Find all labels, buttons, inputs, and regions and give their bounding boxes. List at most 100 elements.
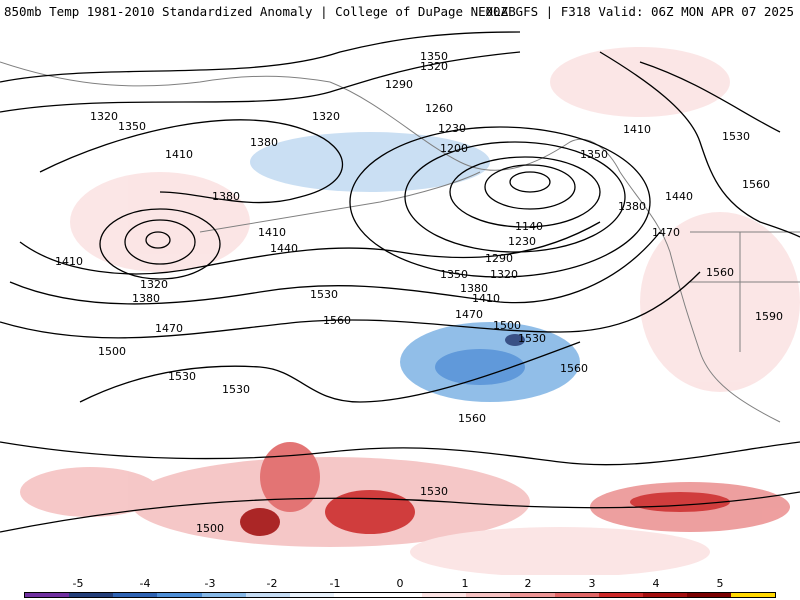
contour-label: 1350 bbox=[420, 50, 448, 63]
colorbar-swatch bbox=[201, 593, 246, 597]
contour-label: 1290 bbox=[485, 252, 513, 265]
contour-label: 1560 bbox=[323, 314, 351, 327]
colorbar-tick-label: 3 bbox=[588, 577, 596, 590]
contour-label: 1500 bbox=[493, 319, 521, 332]
contour-label: 1530 bbox=[310, 288, 338, 301]
cold-anomaly-core bbox=[435, 349, 525, 385]
colorbar-swatch bbox=[333, 593, 378, 597]
colorbar-swatch bbox=[25, 593, 70, 597]
contour-label: 1530 bbox=[222, 383, 250, 396]
contour-label: 1530 bbox=[722, 130, 750, 143]
contour-label: 1350 bbox=[440, 268, 468, 281]
height-contours bbox=[0, 31, 800, 533]
contour-labels: 1350 1320 1290 1260 1230 1200 1140 1230 … bbox=[55, 50, 783, 535]
colorbar-strip bbox=[24, 592, 776, 598]
valid-time: 00Z GFS | F318 Valid: 06Z MON APR 07 202… bbox=[485, 4, 794, 19]
product-title: 850mb Temp 1981-2010 Standardized Anomal… bbox=[4, 4, 516, 19]
contour-label: 1200 bbox=[440, 142, 468, 155]
warm-anomaly-tropics-core-1 bbox=[260, 442, 320, 512]
contour-label: 1410 bbox=[55, 255, 83, 268]
contour-label: 1230 bbox=[508, 235, 536, 248]
contour-label: 1320 bbox=[140, 278, 168, 291]
contour-label: 1470 bbox=[155, 322, 183, 335]
contour-label: 1500 bbox=[196, 522, 224, 535]
contour-label: 1560 bbox=[742, 178, 770, 191]
contour-label: 1410 bbox=[165, 148, 193, 161]
contour-label: 1530 bbox=[420, 485, 448, 498]
warm-anomaly-coast bbox=[640, 212, 800, 392]
contour-label: 1560 bbox=[560, 362, 588, 375]
warm-anomaly-tropics-core-2 bbox=[325, 490, 415, 534]
colorbar-swatch bbox=[642, 593, 687, 597]
map-canvas: 1350 1320 1290 1260 1230 1200 1140 1230 … bbox=[0, 31, 800, 575]
colorbar-swatch bbox=[289, 593, 334, 597]
north-america-coast bbox=[619, 171, 781, 423]
cold-anomaly-north bbox=[250, 132, 490, 192]
cold-anomaly-center bbox=[505, 334, 525, 346]
contour-label: 1260 bbox=[425, 102, 453, 115]
contour-label: 1410 bbox=[258, 226, 286, 239]
contour-label: 1530 bbox=[168, 370, 196, 383]
contour-label: 1320 bbox=[420, 60, 448, 73]
colorbar-tick-label: -4 bbox=[139, 577, 151, 590]
contour-label: 1410 bbox=[623, 123, 651, 136]
contour-label: 1350 bbox=[118, 120, 146, 133]
colorbar-swatch bbox=[157, 593, 202, 597]
colorbar-tick-label: 5 bbox=[716, 577, 724, 590]
colorbar-swatch bbox=[731, 593, 776, 597]
colorbar-legend: -5 -4 -3 -2 -1 0 1 2 3 4 5 bbox=[0, 575, 800, 600]
low-center-east bbox=[509, 171, 551, 193]
contour-label: 1530 bbox=[518, 332, 546, 345]
contour-label: 1560 bbox=[458, 412, 486, 425]
colorbar-swatch bbox=[554, 593, 599, 597]
contour-label: 1470 bbox=[652, 226, 680, 239]
colorbar-tick-label: -2 bbox=[266, 577, 278, 590]
colorbar-tick-label: 1 bbox=[461, 577, 469, 590]
contour-label: 1440 bbox=[665, 190, 693, 203]
colorbar-tick-label: -1 bbox=[329, 577, 341, 590]
warm-anomaly-west bbox=[70, 172, 250, 272]
title-bar: 850mb Temp 1981-2010 Standardized Anomal… bbox=[0, 0, 800, 22]
colorbar-tick-label: -3 bbox=[204, 577, 216, 590]
warm-anomaly-tropics-core-3 bbox=[240, 508, 280, 536]
colorbar-swatch bbox=[510, 593, 555, 597]
warm-anomaly-bottom bbox=[410, 527, 710, 575]
low-center-west bbox=[145, 231, 171, 249]
contour-label: 1410 bbox=[472, 292, 500, 305]
contour-label: 1350 bbox=[580, 148, 608, 161]
warm-anomaly-se-core bbox=[630, 492, 730, 512]
colorbar-swatch bbox=[466, 593, 511, 597]
colorbar-swatch bbox=[686, 593, 731, 597]
warm-anomaly-ne bbox=[550, 47, 730, 117]
colorbar-swatch bbox=[598, 593, 643, 597]
colorbar-tick-label: -5 bbox=[72, 577, 84, 590]
contour-label: 1380 bbox=[460, 282, 488, 295]
siberia-coast bbox=[0, 61, 331, 87]
contour-label: 1380 bbox=[132, 292, 160, 305]
contour-label: 1320 bbox=[490, 268, 518, 281]
contour-label: 1290 bbox=[385, 78, 413, 91]
colorbar-swatch bbox=[69, 593, 114, 597]
colorbar-swatch bbox=[378, 593, 423, 597]
colorbar-tick-label: 0 bbox=[396, 577, 404, 590]
contour-label: 1440 bbox=[270, 242, 298, 255]
colorbar-swatch bbox=[422, 593, 467, 597]
contour-label: 1590 bbox=[755, 310, 783, 323]
contour-label: 1230 bbox=[438, 122, 466, 135]
contour-label: 1560 bbox=[706, 266, 734, 279]
weather-map: 1350 1320 1290 1260 1230 1200 1140 1230 … bbox=[0, 22, 800, 575]
colorbar-tick-label: 2 bbox=[524, 577, 532, 590]
contour-label: 1380 bbox=[212, 190, 240, 203]
contour-label: 1500 bbox=[98, 345, 126, 358]
contour-label: 1320 bbox=[312, 110, 340, 123]
colorbar-swatch bbox=[113, 593, 158, 597]
warm-anomaly-sw bbox=[20, 467, 160, 517]
colorbar-swatch bbox=[245, 593, 290, 597]
contour-label: 1380 bbox=[250, 136, 278, 149]
contour-label: 1320 bbox=[90, 110, 118, 123]
colorbar-tick-label: 4 bbox=[652, 577, 660, 590]
contour-label: 1140 bbox=[515, 220, 543, 233]
contour-label: 1380 bbox=[618, 200, 646, 213]
contour-label: 1470 bbox=[455, 308, 483, 321]
